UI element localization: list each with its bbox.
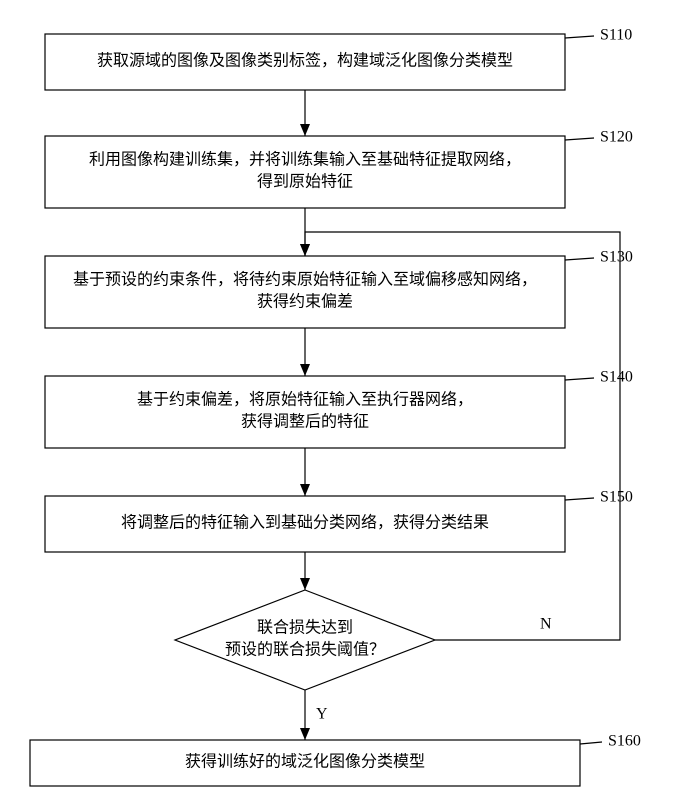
step-label: S140 xyxy=(600,369,633,386)
step-label: S160 xyxy=(608,733,641,750)
node-s160: 获得训练好的域泛化图像分类模型 xyxy=(30,740,580,786)
edge-label: N xyxy=(540,616,552,633)
step-label: S120 xyxy=(600,129,633,146)
arrow-head xyxy=(300,484,310,496)
node-s130: 基于预设的约束条件，将待约束原始特征输入至域偏移感知网络， 获得约束偏差 xyxy=(45,256,565,328)
step-label: S130 xyxy=(600,249,633,266)
label-leader-line xyxy=(565,36,594,38)
step-label: S110 xyxy=(600,27,632,44)
node-text: 利用图像构建训练集，并将训练集输入至基础特征提取网络， xyxy=(89,150,521,169)
node-text: 基于预设的约束条件，将待约束原始特征输入至域偏移感知网络， xyxy=(73,270,537,289)
node-text: 基于约束偏差，将原始特征输入至执行器网络， xyxy=(137,390,473,409)
node-text: 获取源域的图像及图像类别标签，构建域泛化图像分类模型 xyxy=(97,52,513,70)
arrow-head xyxy=(300,124,310,136)
node-s120: 利用图像构建训练集，并将训练集输入至基础特征提取网络， 得到原始特征 xyxy=(45,136,565,208)
label-leader-line xyxy=(580,742,602,744)
label-leader-line xyxy=(565,258,594,260)
node-text: 预设的联合损失阈值？ xyxy=(225,641,385,659)
arrow-head xyxy=(300,364,310,376)
node-text: 获得调整后的特征 xyxy=(241,413,369,431)
node-s110: 获取源域的图像及图像类别标签，构建域泛化图像分类模型 xyxy=(45,34,565,90)
node-text: 获得训练好的域泛化图像分类模型 xyxy=(185,753,425,771)
node-s140: 基于约束偏差，将原始特征输入至执行器网络， 获得调整后的特征 xyxy=(45,376,565,448)
flowchart-canvas: 获取源域的图像及图像类别标签，构建域泛化图像分类模型利用图像构建训练集，并将训练… xyxy=(0,0,678,803)
label-leader-line xyxy=(565,378,594,380)
label-leader-line xyxy=(565,498,594,500)
node-s150: 将调整后的特征输入到基础分类网络，获得分类结果 xyxy=(45,496,565,552)
arrow-head xyxy=(300,728,310,740)
node-text: 得到原始特征 xyxy=(257,173,353,191)
arrow-head xyxy=(300,244,310,256)
node-text: 联合损失达到 xyxy=(257,619,353,637)
arrow-head xyxy=(300,578,310,590)
node-text: 将调整后的特征输入到基础分类网络，获得分类结果 xyxy=(121,513,489,532)
step-label: S150 xyxy=(600,489,633,506)
node-decision: 联合损失达到预设的联合损失阈值？ xyxy=(175,590,435,690)
edge-label: Y xyxy=(316,706,328,723)
label-leader-line xyxy=(565,138,594,140)
node-text: 获得约束偏差 xyxy=(257,293,353,311)
